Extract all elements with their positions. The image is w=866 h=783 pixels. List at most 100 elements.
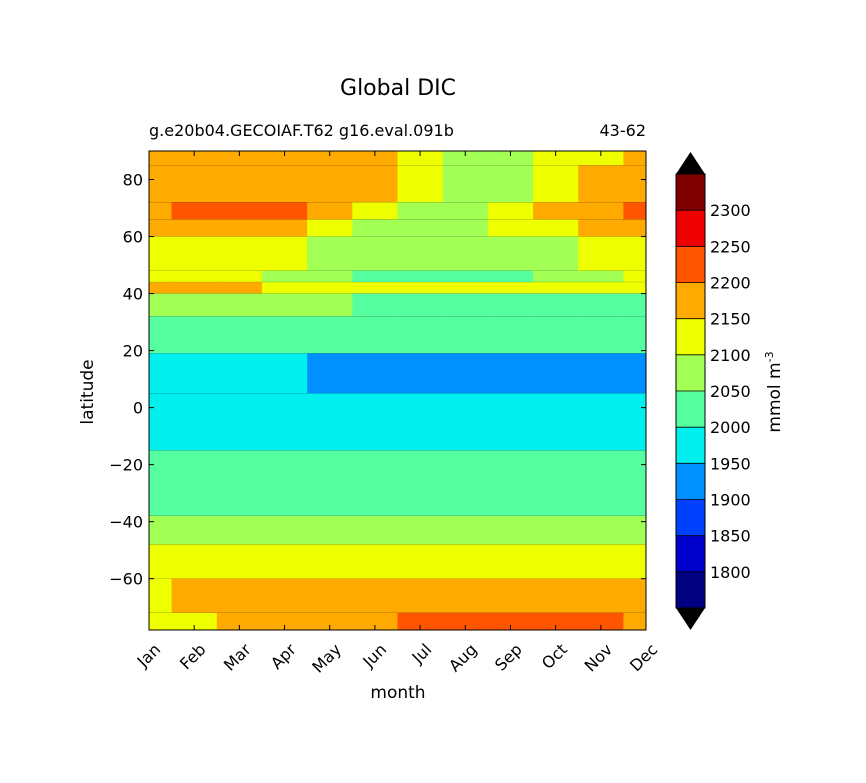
- contour-cell: [623, 219, 646, 238]
- contour-cell: [352, 515, 399, 546]
- x-tick-label: Jul: [408, 640, 436, 668]
- contour-cell: [261, 236, 308, 272]
- contour-fill-layer: [149, 151, 646, 630]
- contour-cell: [442, 165, 489, 203]
- contour-cell: [578, 282, 625, 295]
- contour-cell: [397, 151, 444, 166]
- colorbar-tick-label: 1950: [710, 454, 751, 473]
- contour-cell: [487, 393, 534, 451]
- contour-cell: [623, 393, 646, 451]
- years-label: 43-62: [599, 121, 647, 140]
- contour-cell: [171, 393, 218, 451]
- contour-cell: [352, 316, 399, 355]
- contour-cell: [352, 293, 399, 317]
- contour-cell: [623, 270, 646, 283]
- contour-cell: [261, 270, 308, 283]
- contour-cell: [533, 165, 579, 203]
- contour-cell: [442, 293, 489, 317]
- contour-cell: [487, 450, 534, 517]
- contour-cell: [149, 282, 173, 295]
- colorbar: 1800 1850 1900 1950 2000 2050 2100 2150 2200 2250…: [675, 152, 751, 630]
- contour-cell: [533, 612, 579, 630]
- contour-cell: [216, 282, 263, 295]
- contour-cell: [216, 151, 263, 166]
- y-axis: −60 −40 −20 0 20 40 60 80: [109, 171, 646, 589]
- contour-cell: [487, 236, 534, 272]
- contour-cell: [352, 578, 399, 614]
- contour-cell: [307, 236, 353, 272]
- colorbar-swatch: [676, 210, 705, 247]
- contour-cell: [397, 219, 444, 238]
- colorbar-tick-label: 2150: [710, 310, 751, 329]
- contour-cell: [352, 219, 399, 238]
- y-tick-label: 60: [123, 228, 143, 247]
- contour-cell: [171, 293, 218, 317]
- contour-cell: [307, 515, 353, 546]
- contour-cell: [623, 202, 646, 221]
- contour-cell: [149, 165, 173, 203]
- contour-cell: [533, 450, 579, 517]
- contour-cell: [623, 544, 646, 580]
- contour-cell: [352, 353, 399, 394]
- y-tick-label: 80: [123, 171, 143, 190]
- chart-title: Global DIC: [340, 76, 456, 101]
- y-tick-label: −40: [109, 513, 143, 532]
- y-axis-label: latitude: [78, 359, 98, 425]
- contour-cell: [397, 165, 444, 203]
- contour-cell: [149, 544, 173, 580]
- contour-cell: [307, 293, 353, 317]
- contour-cell: [216, 236, 263, 272]
- colorbar-over-arrow: [676, 152, 705, 174]
- contour-cell: [442, 236, 489, 272]
- contour-cell: [623, 293, 646, 317]
- contour-cell: [397, 612, 444, 630]
- contour-cell: [171, 612, 218, 630]
- y-tick-label: −60: [109, 570, 143, 589]
- contour-cell: [487, 316, 534, 355]
- contour-cell: [623, 450, 646, 517]
- contour-cell: [216, 544, 263, 580]
- x-tick-label: Mar: [220, 640, 255, 675]
- contour-cell: [533, 151, 579, 166]
- contour-cell: [171, 515, 218, 546]
- contour-cell: [533, 578, 579, 614]
- contour-cell: [578, 353, 625, 394]
- colorbar-swatch: [676, 571, 705, 609]
- contour-cell: [171, 544, 218, 580]
- contour-cell: [307, 612, 353, 630]
- contour-cell: [261, 578, 308, 614]
- contour-cell: [533, 219, 579, 238]
- contour-cell: [261, 353, 308, 394]
- contour-cell: [578, 165, 625, 203]
- contour-cell: [261, 393, 308, 451]
- contour-cell: [171, 165, 218, 203]
- contour-cell: [149, 450, 173, 517]
- contour-cell: [261, 219, 308, 238]
- y-tick-label: −20: [109, 456, 143, 475]
- contour-cell: [149, 393, 173, 451]
- contour-cell: [442, 219, 489, 238]
- colorbar-swatch: [676, 174, 705, 211]
- contour-cell: [261, 544, 308, 580]
- contour-cell: [487, 151, 534, 166]
- contour-cell: [307, 316, 353, 355]
- contour-cell: [533, 515, 579, 546]
- contour-cell: [487, 612, 534, 630]
- contour-cell: [397, 316, 444, 355]
- x-tick-label: Feb: [176, 640, 209, 673]
- contour-cell: [307, 578, 353, 614]
- contour-cell: [578, 544, 625, 580]
- contour-cell: [307, 544, 353, 580]
- colorbar-under-arrow: [676, 608, 705, 630]
- contour-cell: [397, 450, 444, 517]
- contour-cell: [487, 544, 534, 580]
- contour-cell: [623, 612, 646, 630]
- contour-cell: [397, 544, 444, 580]
- contour-cell: [216, 450, 263, 517]
- contour-cell: [261, 151, 308, 166]
- contour-cell: [171, 282, 218, 295]
- contour-cell: [216, 219, 263, 238]
- contour-cell: [442, 202, 489, 221]
- contour-cell: [623, 316, 646, 355]
